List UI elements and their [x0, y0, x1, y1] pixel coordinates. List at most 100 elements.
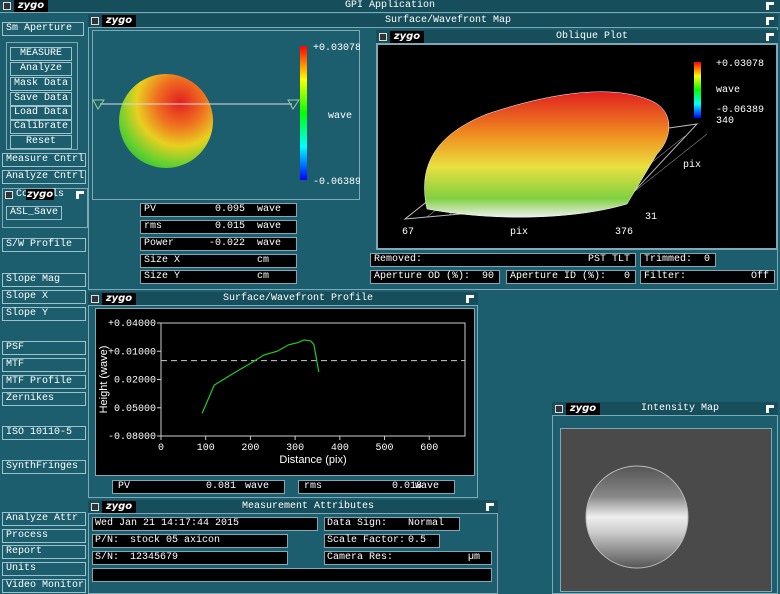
colorbar	[694, 62, 701, 118]
sidebar-button[interactable]: MTF Profile	[2, 375, 86, 389]
y-tick-label: +0.01000	[108, 347, 156, 358]
stat-label: rms	[144, 221, 163, 232]
date: Wed Jan 21 14:17:44 2015	[95, 518, 240, 529]
sidebar-button[interactable]: MTF	[2, 358, 86, 372]
title-bar	[88, 14, 778, 28]
close-box[interactable]	[379, 33, 387, 41]
sidebar-button[interactable]: ISO 10110-5	[2, 426, 86, 440]
y-axis-label: Height (wave)	[98, 346, 110, 414]
attr-value: 12345679	[130, 552, 179, 563]
close-box[interactable]	[91, 17, 99, 25]
stat-field	[140, 237, 297, 251]
sidebar-button[interactable]: ASL_Save	[6, 206, 62, 220]
close-box[interactable]	[91, 503, 99, 511]
title-bar	[88, 500, 498, 514]
sidebar-button[interactable]: Analyze Cntrl	[2, 170, 86, 184]
x-tick-label: 200	[241, 443, 259, 454]
attr-field	[92, 534, 288, 548]
stat-value: 0.095	[214, 204, 245, 215]
x-tick-label: 0	[158, 443, 164, 454]
y-axis-max: 340	[716, 116, 734, 127]
stat-label: Power	[144, 238, 175, 249]
stat-unit: wave	[257, 221, 282, 232]
sidebar-button[interactable]: Analyze	[10, 62, 72, 76]
info-value: Off	[750, 271, 769, 282]
sidebar-button[interactable]: Reset	[10, 135, 72, 149]
window-title: Oblique Plot	[555, 31, 628, 42]
marker	[287, 99, 300, 110]
y-tick-label: -0.08000	[108, 432, 156, 443]
sidebar-button[interactable]: SynthFringes	[2, 460, 86, 474]
window-title: Measurement Attributes	[241, 501, 375, 512]
wrench[interactable]	[486, 503, 494, 511]
wrench[interactable]	[766, 17, 774, 25]
sidebar-button[interactable]: Slope Mag	[2, 273, 86, 287]
stat-field	[140, 220, 297, 234]
window-title: Intensity Map	[640, 403, 719, 414]
logo: zygo	[102, 501, 136, 513]
sidebar-button[interactable]: PSF	[2, 341, 86, 355]
sidebar-button[interactable]: Units	[2, 562, 86, 576]
x-tick-label: 500	[376, 443, 394, 454]
info-value: 0	[623, 271, 630, 282]
sidebar-button[interactable]: Save Data	[10, 92, 72, 106]
attr-field	[324, 534, 440, 548]
y-axis-label: pix	[683, 159, 701, 171]
info-value: PST TLT	[587, 254, 630, 265]
base-grid	[624, 133, 708, 200]
x-axis-label: pix	[510, 226, 528, 238]
stat-label: PV	[144, 204, 157, 215]
colorbar	[300, 46, 307, 180]
sidebar-button[interactable]: Report	[2, 545, 86, 559]
profile-line	[201, 339, 320, 414]
comment-field[interactable]	[92, 568, 492, 582]
sidebar-button[interactable]: Slope Y	[2, 307, 86, 321]
attr-label: P/N:	[95, 535, 120, 546]
stat-label: PV	[118, 481, 131, 492]
close-box[interactable]	[3, 2, 11, 10]
attr-field	[324, 551, 492, 565]
colorbar-max: +0.03078	[716, 59, 764, 70]
attr-label: Data Sign:	[327, 518, 388, 529]
wrench[interactable]	[766, 405, 774, 413]
window-title: Surface/Wavefront Map	[384, 15, 512, 26]
sidebar-button[interactable]: Load Data	[10, 106, 72, 120]
wrench[interactable]	[766, 33, 774, 41]
info-label: Trimmed:	[644, 254, 693, 265]
close-box[interactable]	[555, 405, 563, 413]
logo: zygo	[102, 15, 136, 27]
sidebar-button[interactable]: Mask Data	[10, 77, 72, 91]
sidebar-button[interactable]: Measure Cntrl	[2, 153, 86, 167]
wrench[interactable]	[466, 295, 474, 303]
info-field	[506, 270, 636, 284]
sidebar-button[interactable]: Slope X	[2, 290, 86, 304]
info-field	[640, 270, 775, 284]
sidebar-button[interactable]: Process	[2, 529, 86, 543]
x-tick-label: 100	[197, 443, 215, 454]
surface-body	[424, 91, 670, 218]
sidebar-button[interactable]: Video Monitor	[2, 579, 86, 593]
stat-unit: wave	[257, 204, 282, 215]
stat-field	[140, 270, 297, 284]
colorbar-max: +0.03078	[313, 43, 360, 54]
sidebar-button[interactable]: Zernikes	[2, 392, 86, 406]
info-value: 0	[703, 254, 710, 265]
sidebar-button[interactable]: Calibrate	[10, 120, 72, 134]
wrench[interactable]	[766, 2, 774, 10]
info-label: Aperture ID (%):	[510, 271, 607, 282]
close-box[interactable]	[91, 295, 99, 303]
attr-label: S/N:	[95, 552, 120, 563]
sidebar-button[interactable]: S/W Profile	[2, 238, 86, 252]
stat-label: Size Y	[144, 271, 181, 282]
x-axis-min: 67	[402, 227, 414, 238]
info-field	[640, 253, 716, 267]
sidebar-button[interactable]: Analyze Attr	[2, 512, 86, 526]
stat-field	[112, 480, 285, 494]
sidebar-button[interactable]: MEASURE	[10, 47, 72, 61]
intensity-image	[585, 465, 689, 569]
close-box[interactable]	[5, 191, 13, 199]
colorbar-unit: wave	[716, 85, 740, 96]
sidebar-button[interactable]: Sm Aperture	[2, 22, 84, 36]
stat-unit: cm	[257, 271, 270, 282]
wrench[interactable]	[76, 191, 84, 199]
